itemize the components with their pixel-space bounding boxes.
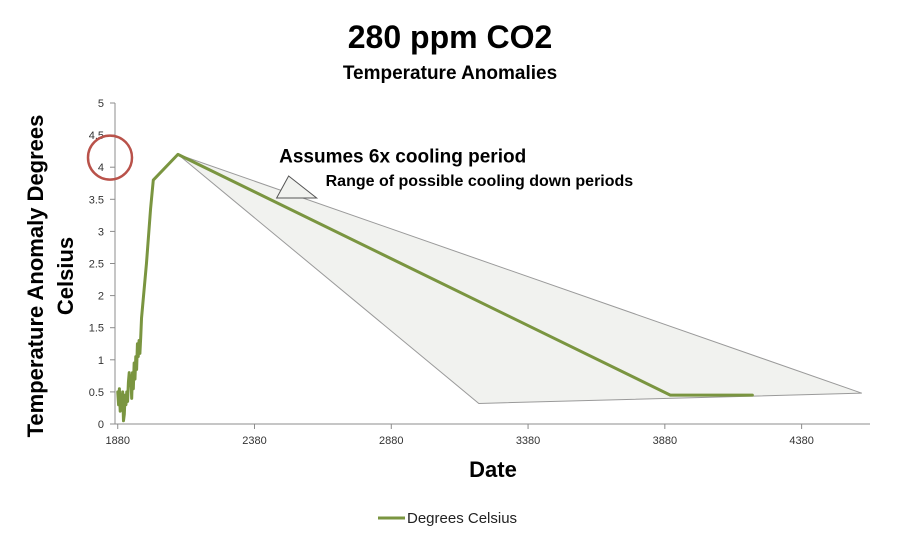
legend-label: Degrees Celsius xyxy=(407,510,517,527)
y-axis-label-line1: Temperature Anomaly Degrees xyxy=(23,115,48,438)
y-tick-label: 3 xyxy=(98,226,104,238)
legend: Degrees Celsius xyxy=(378,510,517,527)
y-tick-label: 1.5 xyxy=(89,323,104,335)
series-layer xyxy=(116,152,754,423)
y-tick-label: 3.5 xyxy=(89,194,104,206)
y-tick-label: 5 xyxy=(98,98,104,110)
y-tick-label: 0.5 xyxy=(89,387,104,399)
range-region-layer xyxy=(177,153,862,404)
y-tick-label: 2.5 xyxy=(89,259,104,271)
x-tick-label: 4380 xyxy=(789,435,813,447)
x-tick-label: 2880 xyxy=(379,435,403,447)
series-line-degrees-celsius xyxy=(116,152,754,423)
y-tick-label: 1 xyxy=(98,355,104,367)
y-tick-label: 4 xyxy=(98,162,104,174)
annotation-cooling-period: Assumes 6x cooling period xyxy=(279,147,526,168)
y-tick-label: 2 xyxy=(98,291,104,303)
x-tick-label: 2380 xyxy=(242,435,266,447)
range-legend-triangle-icon xyxy=(275,175,319,199)
x-tick-label: 3380 xyxy=(516,435,540,447)
x-axis-label: Date xyxy=(469,457,517,482)
chart-subtitle: Temperature Anomalies xyxy=(343,63,557,84)
highlight-circle xyxy=(86,134,134,181)
chart-title: 280 ppm CO2 xyxy=(348,19,553,55)
y-tick-label: 0 xyxy=(98,419,104,431)
x-tick-label: 3880 xyxy=(653,435,677,447)
annotation-layer: Assumes 6x cooling period Range of possib… xyxy=(86,134,634,199)
y-axis-label-line2: Celsius xyxy=(53,237,78,315)
range-region xyxy=(177,153,862,404)
x-tick-label: 1880 xyxy=(105,435,129,447)
annotation-range-label: Range of possible cooling down periods xyxy=(326,173,634,190)
